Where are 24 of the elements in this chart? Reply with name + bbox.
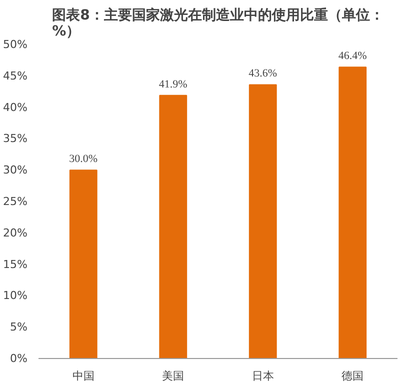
data-label: 30.0%	[69, 153, 98, 166]
y-tick-label: 5%	[10, 320, 28, 334]
data-label: 46.4%	[338, 50, 367, 62]
x-tick-label: 中国	[72, 370, 94, 382]
bar	[338, 66, 367, 358]
y-tick-label: 0%	[10, 352, 28, 365]
y-tick-label: 35%	[3, 132, 28, 146]
y-tick-label: 25%	[3, 195, 28, 208]
bar	[159, 94, 188, 358]
y-tick-label: 50%	[3, 38, 28, 51]
y-tick-label: 40%	[3, 100, 28, 114]
y-tick-label: 45%	[3, 69, 28, 82]
x-tick-label: 德国	[342, 370, 364, 382]
y-tick-label: 30%	[3, 164, 28, 177]
bar	[248, 84, 277, 358]
bar	[69, 170, 98, 358]
x-tick-label: 日本	[252, 370, 274, 382]
x-tick-label: 美国	[162, 370, 184, 382]
data-label: 41.9%	[158, 78, 188, 90]
chart-title: 图表8：主要国家激光在制造业中的使用比重（单位：%）	[52, 6, 384, 40]
data-label: 43.6%	[248, 68, 278, 80]
y-tick-label: 10%	[3, 289, 28, 302]
y-tick-label: 15%	[3, 258, 28, 271]
y-tick-label: 20%	[3, 226, 28, 240]
